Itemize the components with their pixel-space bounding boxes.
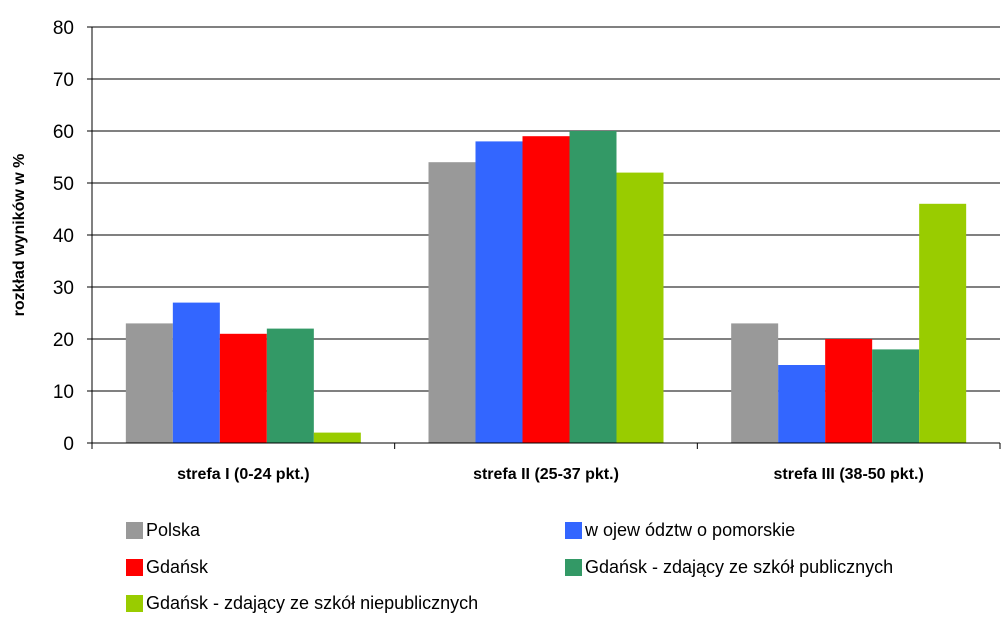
bar-3-3 bbox=[825, 339, 873, 443]
y-tick-label: 10 bbox=[53, 382, 74, 403]
x-tick-labels: strefa I (0-24 pkt.) strefa II (25-37 pkt… bbox=[177, 466, 924, 483]
y-tick-label: 0 bbox=[63, 434, 74, 455]
axes bbox=[87, 26, 1001, 449]
y-axis-label: rozkład wyników w % bbox=[11, 154, 28, 317]
y-tick-label: 60 bbox=[53, 122, 74, 143]
y-tick-label: 80 bbox=[53, 18, 74, 39]
y-tick-label: 40 bbox=[53, 226, 74, 247]
y-tick-label: 20 bbox=[53, 330, 74, 351]
y-tick-labels: 0 10 20 30 40 50 60 70 80 bbox=[53, 18, 74, 455]
bar-1-4 bbox=[266, 328, 314, 443]
bar-2-1 bbox=[428, 162, 476, 443]
bar-2-3 bbox=[522, 136, 570, 443]
x-tick-label: strefa III (38-50 pkt.) bbox=[774, 466, 924, 483]
bar-1-5 bbox=[313, 432, 361, 443]
x-tick-label: strefa II (25-37 pkt.) bbox=[473, 466, 619, 483]
bar-1-1 bbox=[125, 323, 173, 443]
bar-2-2 bbox=[475, 141, 523, 443]
bar-3-1 bbox=[731, 323, 779, 443]
x-tick-label: strefa I (0-24 pkt.) bbox=[177, 466, 309, 483]
bar-1-3 bbox=[219, 333, 267, 443]
bar-2-4 bbox=[569, 131, 617, 443]
bar-2-5 bbox=[616, 172, 664, 443]
bars bbox=[125, 131, 967, 443]
bar-3-4 bbox=[872, 349, 920, 443]
y-tick-label: 30 bbox=[53, 278, 74, 299]
bar-1-2 bbox=[172, 302, 220, 443]
y-tick-label: 50 bbox=[53, 174, 74, 195]
bar-3-5 bbox=[919, 203, 967, 443]
y-tick-label: 70 bbox=[53, 70, 74, 91]
bar-3-2 bbox=[778, 365, 826, 443]
